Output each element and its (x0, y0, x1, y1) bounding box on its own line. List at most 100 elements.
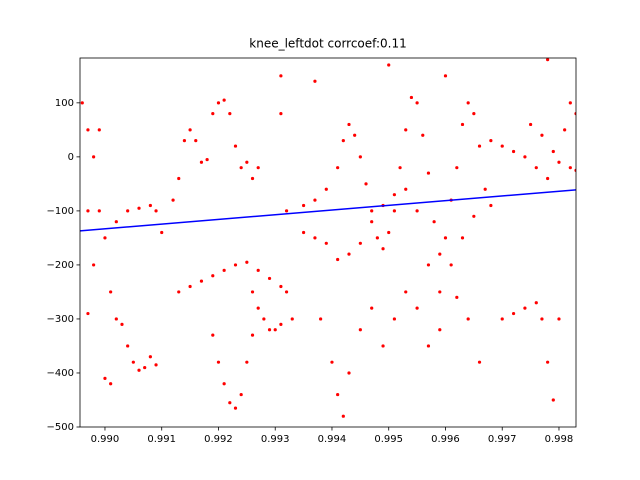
scatter-point (426, 344, 431, 348)
scatter-point (341, 139, 345, 143)
scatter-point (114, 220, 118, 224)
scatter-point (216, 360, 221, 364)
scatter-point (551, 398, 555, 402)
x-tick-label: 0.993 (261, 434, 290, 445)
scatter-point (262, 317, 266, 321)
scatter-point (438, 252, 442, 256)
scatter-point (126, 344, 130, 348)
scatter-point (256, 166, 260, 170)
scatter-point (443, 74, 448, 78)
scatter-point (375, 236, 379, 240)
y-tick-label: −100 (47, 206, 74, 217)
scatter-point (392, 317, 396, 321)
scatter-point (279, 322, 283, 326)
scatter-point (477, 360, 482, 364)
scatter-point (188, 128, 192, 132)
scatter-point (267, 276, 272, 281)
x-tick-label: 0.998 (545, 434, 574, 445)
scatter-point (534, 301, 538, 305)
scatter-point (92, 263, 96, 267)
y-tick-label: 0 (68, 152, 74, 163)
scatter-point (199, 160, 204, 164)
y-tick-label: −200 (47, 260, 74, 271)
scatter-point (86, 311, 90, 316)
scatter-point (523, 306, 527, 310)
scatter-point (387, 63, 391, 67)
scatter-point (387, 230, 391, 235)
scatter-point (534, 166, 538, 170)
scatter-point (358, 241, 362, 245)
scatter-point (546, 58, 550, 62)
scatter-point (500, 317, 504, 321)
scatter-point (460, 122, 465, 127)
scatter-point (211, 112, 215, 116)
scatter-point (557, 160, 561, 164)
scatter-point (415, 306, 419, 310)
scatter-point (182, 139, 187, 143)
scatter-point (540, 317, 544, 321)
scatter-point (511, 311, 516, 316)
scatter-point (313, 79, 317, 83)
scatter-point (137, 206, 141, 210)
x-tick-label: 0.995 (374, 434, 403, 445)
scatter-point (546, 360, 550, 364)
scatter-point (540, 133, 544, 137)
scatter-point (438, 290, 442, 294)
scatter-point (392, 209, 396, 213)
scatter-point (324, 241, 328, 245)
scatter-point (415, 209, 419, 213)
scatter-point (313, 198, 317, 202)
scatter-point (188, 284, 192, 289)
scatter-point (353, 133, 357, 137)
scatter-point (489, 139, 493, 143)
scatter-point (301, 230, 306, 235)
scatter-point (177, 290, 181, 294)
scatter-point (211, 333, 215, 337)
scatter-point (432, 220, 436, 224)
scatter-point (557, 317, 561, 321)
scatter-point (126, 209, 130, 213)
scatter-point (568, 166, 572, 170)
scatter-point (443, 236, 448, 240)
scatter-point (222, 268, 226, 272)
scatter-point (438, 328, 442, 332)
scatter-point (250, 333, 255, 337)
scatter-point (404, 290, 408, 294)
scatter-point (336, 257, 340, 262)
scatter-point (347, 252, 351, 256)
regression-line (80, 189, 576, 232)
scatter-point (466, 101, 470, 105)
scatter-point (313, 236, 317, 240)
scatter-point (336, 392, 340, 397)
scatter-point (103, 376, 107, 380)
scatter-point (143, 365, 147, 370)
scatter-point (341, 414, 345, 418)
scatter-point (228, 401, 232, 405)
scatter-point (404, 187, 408, 191)
scatter-point (97, 128, 101, 132)
scatter-point (404, 128, 408, 132)
scatter-point (245, 260, 249, 264)
scatter-point (279, 74, 283, 78)
chart-title: knee_leftdot corrcoef:0.11 (249, 37, 406, 51)
scatter-point (466, 317, 470, 321)
scatter-point (358, 328, 362, 332)
y-tick-label: 100 (55, 98, 74, 109)
scatter-point (426, 171, 431, 175)
scatter-point (92, 155, 96, 159)
x-tick-label: 0.994 (318, 434, 347, 445)
scatter-point (483, 187, 487, 191)
scatter-point (250, 290, 255, 294)
scatter-point (86, 128, 90, 132)
axes-frame (79, 57, 577, 428)
scatter-point (148, 203, 152, 208)
scatter-point (290, 317, 294, 321)
scatter-point (279, 284, 283, 289)
scatter-point (284, 290, 289, 294)
y-tick-label: −300 (47, 314, 74, 325)
scatter-point (80, 101, 84, 105)
x-tick-label: 0.991 (147, 434, 176, 445)
